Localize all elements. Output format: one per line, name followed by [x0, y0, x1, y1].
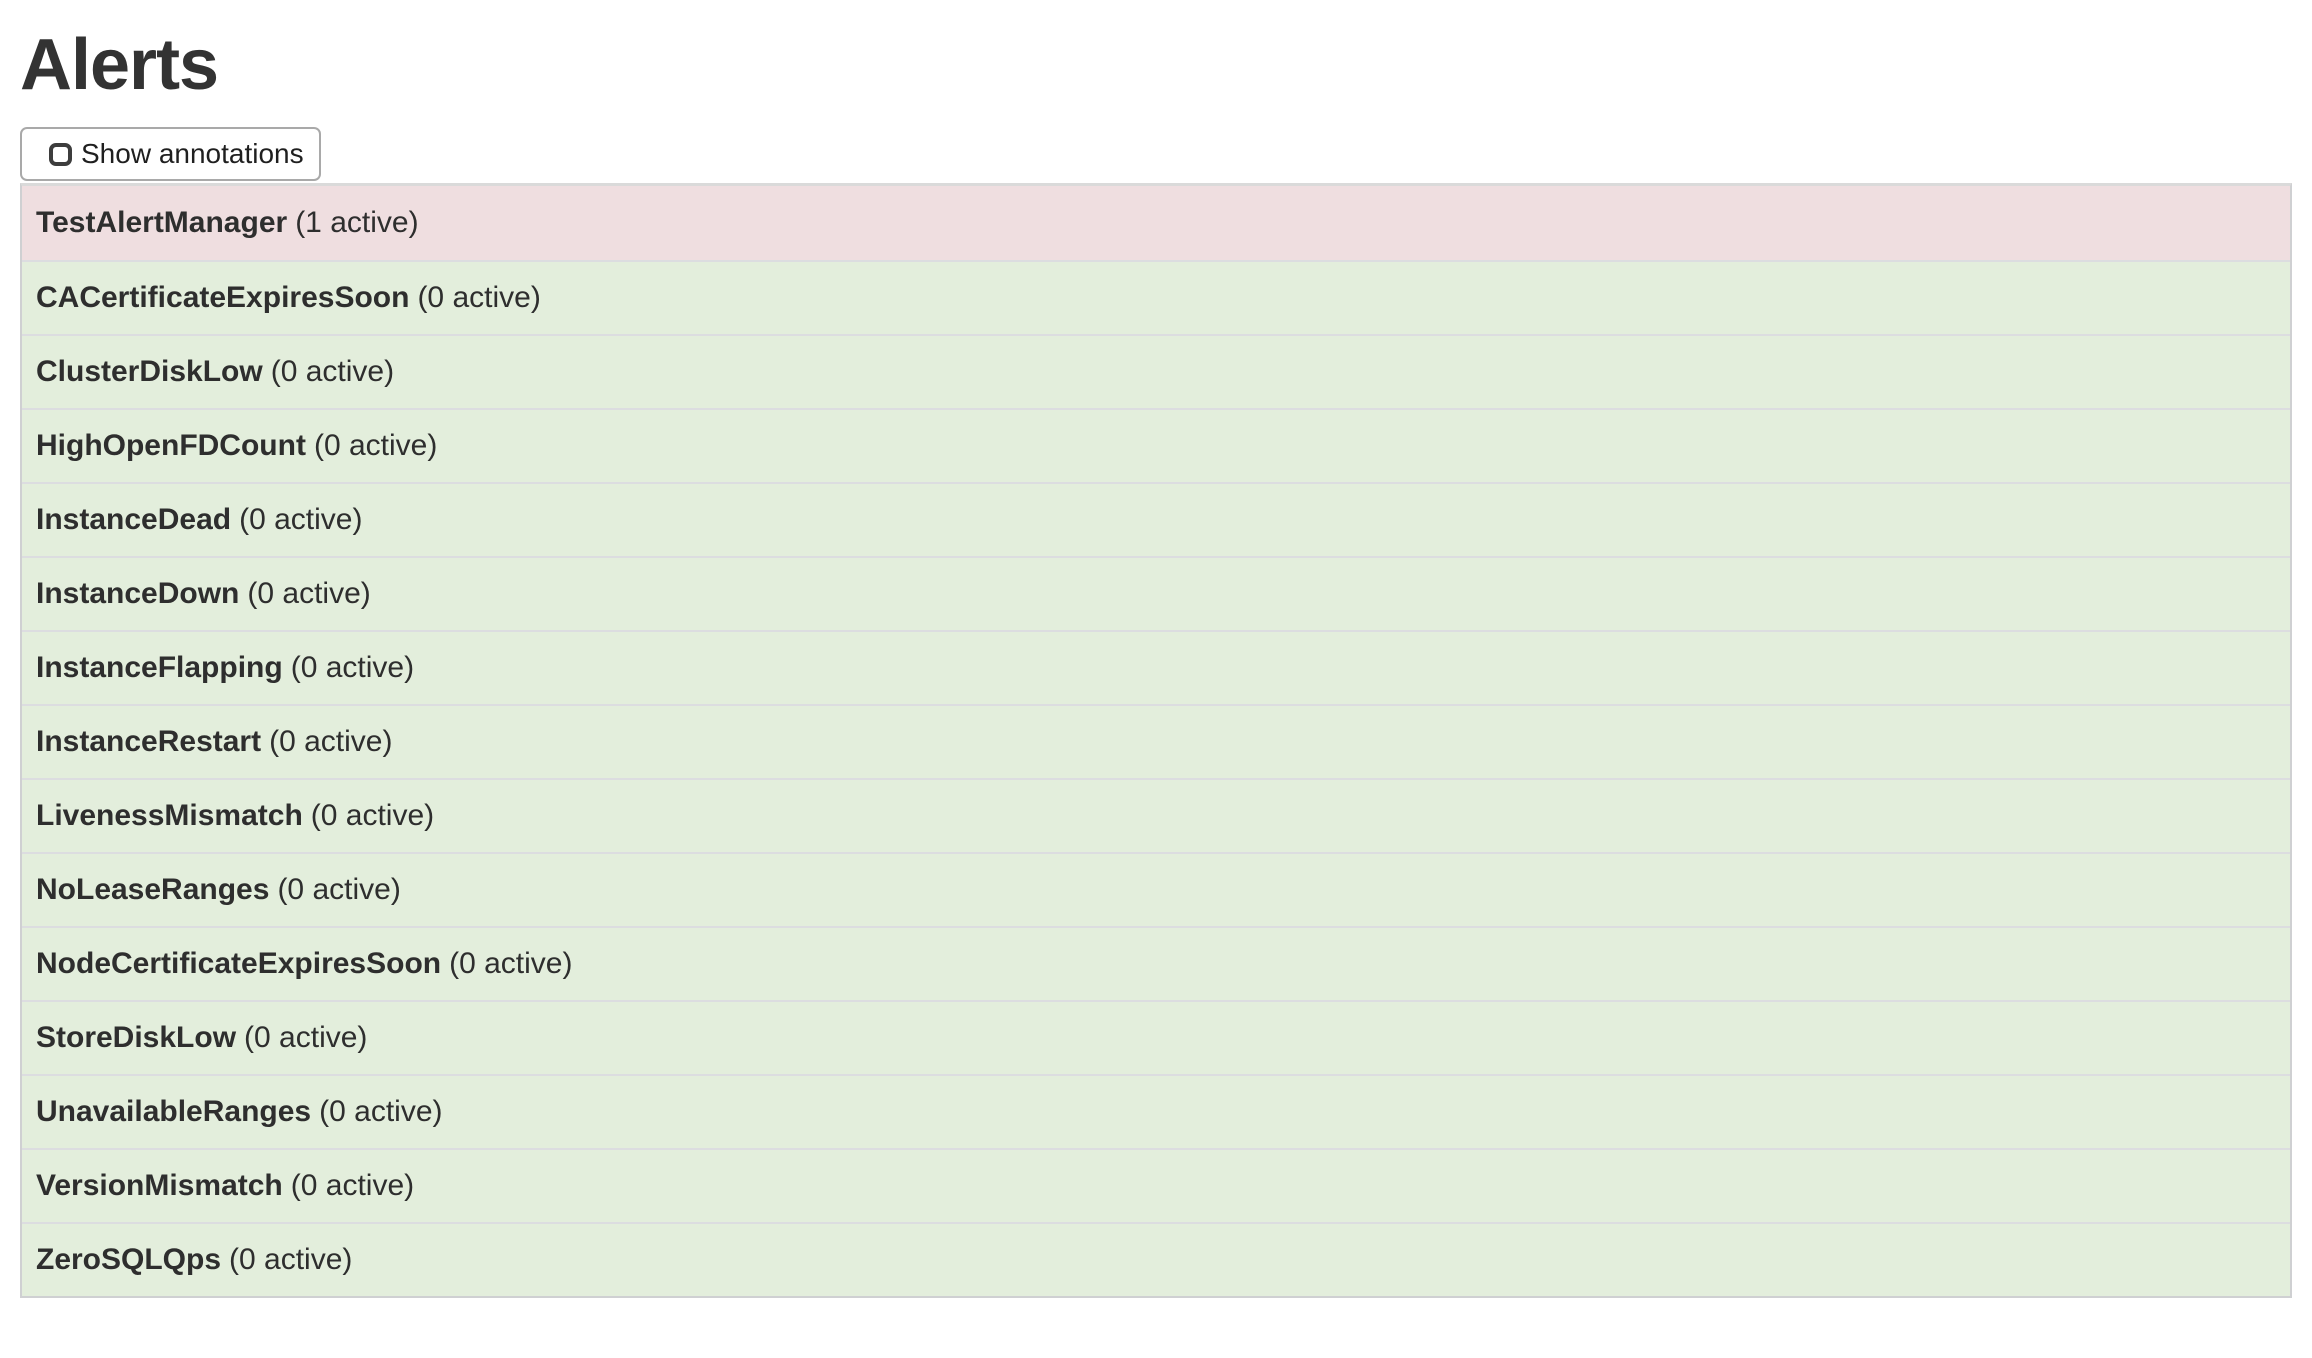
alert-row-InstanceFlapping[interactable]: InstanceFlapping (0 active) — [22, 630, 2290, 705]
alert-active-count: (0 active) — [290, 1169, 415, 1203]
alert-active-count: (0 active) — [239, 503, 363, 537]
alert-name: LivenessMismatch — [36, 799, 303, 833]
alert-row-TestAlertManager[interactable]: TestAlertManager (1 active) — [22, 186, 2290, 261]
alert-name: VersionMismatch — [36, 1169, 283, 1203]
alert-name: ClusterDiskLow — [36, 355, 263, 389]
show-annotations-checkbox-icon[interactable] — [49, 142, 72, 166]
alert-active-count: (0 active) — [417, 281, 541, 315]
alert-active-count: (0 active) — [310, 799, 435, 833]
alert-active-count: (0 active) — [319, 1095, 443, 1129]
alert-name: CACertificateExpiresSoon — [36, 281, 410, 315]
alert-row-LivenessMismatch[interactable]: LivenessMismatch (0 active) — [22, 778, 2290, 853]
alert-name: NoLeaseRanges — [36, 873, 270, 907]
alert-name: TestAlertManager — [36, 206, 288, 240]
alert-name: HighOpenFDCount — [36, 429, 306, 463]
alert-row-InstanceRestart[interactable]: InstanceRestart (0 active) — [22, 704, 2290, 779]
alert-active-count: (0 active) — [277, 873, 401, 907]
alert-active-count: (0 active) — [269, 725, 393, 759]
alert-name: InstanceDead — [36, 503, 232, 537]
alert-row-StoreDiskLow[interactable]: StoreDiskLow (0 active) — [22, 1000, 2290, 1075]
show-annotations-button[interactable]: Show annotations — [20, 127, 321, 182]
alert-active-count: (0 active) — [229, 1243, 353, 1277]
alert-row-CACertificateExpiresSoon[interactable]: CACertificateExpiresSoon (0 active) — [22, 260, 2290, 335]
alert-name: InstanceDown — [36, 577, 240, 611]
alert-row-InstanceDown[interactable]: InstanceDown (0 active) — [22, 556, 2290, 631]
alert-active-count: (0 active) — [244, 1021, 368, 1055]
alert-active-count: (0 active) — [290, 651, 415, 685]
show-annotations-label: Show annotations — [81, 138, 304, 170]
alerts-table: TestAlertManager (1 active) CACertificat… — [20, 183, 2292, 1299]
alert-row-NoLeaseRanges[interactable]: NoLeaseRanges (0 active) — [22, 852, 2290, 927]
alert-active-count: (0 active) — [313, 429, 438, 463]
alert-row-ClusterDiskLow[interactable]: ClusterDiskLow (0 active) — [22, 334, 2290, 409]
alert-row-ZeroSQLQps[interactable]: ZeroSQLQps (0 active) — [22, 1222, 2290, 1297]
alerts-page: Alerts Show annotations TestAlertManager… — [0, 25, 2312, 1299]
alert-name: ZeroSQLQps — [36, 1243, 222, 1277]
alert-row-VersionMismatch[interactable]: VersionMismatch (0 active) — [22, 1148, 2290, 1223]
alert-row-InstanceDead[interactable]: InstanceDead (0 active) — [22, 482, 2290, 557]
alert-row-UnavailableRanges[interactable]: UnavailableRanges (0 active) — [22, 1074, 2290, 1149]
alert-active-count: (0 active) — [270, 355, 395, 389]
alert-name: InstanceRestart — [36, 725, 262, 759]
alert-row-NodeCertificateExpiresSoon[interactable]: NodeCertificateExpiresSoon (0 active) — [22, 926, 2290, 1001]
alert-active-count: (0 active) — [247, 577, 371, 611]
alert-active-count: (1 active) — [295, 206, 419, 240]
alert-row-HighOpenFDCount[interactable]: HighOpenFDCount (0 active) — [22, 408, 2290, 483]
alert-name: NodeCertificateExpiresSoon — [36, 947, 442, 981]
alert-name: UnavailableRanges — [36, 1095, 312, 1129]
alert-active-count: (0 active) — [449, 947, 573, 981]
page-title: Alerts — [20, 25, 219, 105]
alert-name: InstanceFlapping — [36, 651, 283, 685]
alert-name: StoreDiskLow — [36, 1021, 237, 1055]
